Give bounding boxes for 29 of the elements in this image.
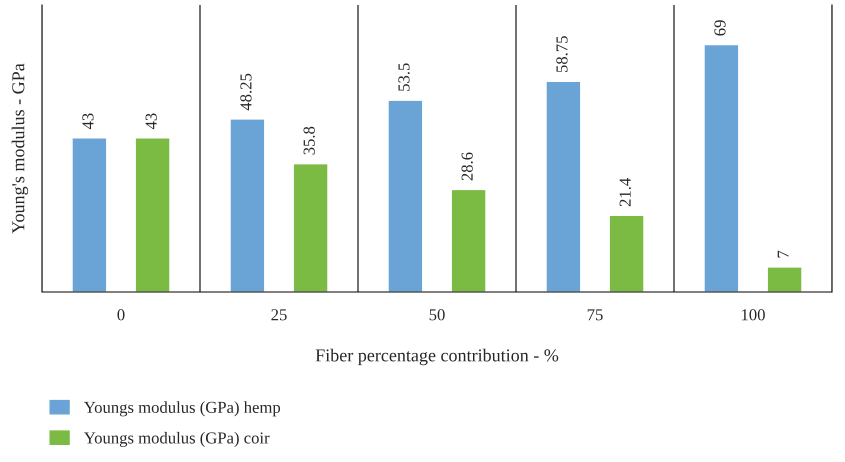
bar bbox=[608, 214, 645, 292]
x-tick-label: 100 bbox=[742, 309, 765, 320]
bar bbox=[71, 137, 108, 292]
data-label: 43 bbox=[82, 113, 94, 130]
data-label: 35.8 bbox=[304, 126, 315, 154]
data-label: 58.75 bbox=[556, 36, 568, 72]
y-axis-title: Young's modulus - GPa bbox=[12, 64, 28, 234]
data-label: 69 bbox=[714, 20, 726, 36]
bar bbox=[292, 162, 329, 292]
data-label: 53.5 bbox=[398, 63, 410, 91]
data-label: 48.25 bbox=[240, 74, 252, 110]
legend-label: Youngs modulus (GPa) hemp bbox=[84, 401, 280, 416]
data-label: 7 bbox=[778, 250, 789, 258]
data-label: 21.4 bbox=[620, 178, 631, 206]
x-tick-label: 75 bbox=[588, 309, 603, 320]
x-tick-label: 50 bbox=[430, 309, 445, 320]
x-tick-label: 0 bbox=[117, 309, 125, 320]
bar bbox=[229, 118, 266, 292]
bar bbox=[545, 80, 582, 292]
bar bbox=[766, 266, 803, 292]
x-axis-title: Fiber percentage contribution - % bbox=[316, 348, 558, 366]
x-tick-label: 25 bbox=[271, 309, 287, 320]
bar bbox=[450, 188, 487, 292]
data-label: 43 bbox=[146, 113, 157, 130]
data-label: 28.6 bbox=[462, 152, 473, 180]
bar bbox=[703, 44, 740, 292]
legend-label: Youngs modulus (GPa) coir bbox=[84, 432, 270, 447]
bar bbox=[134, 137, 171, 292]
bar bbox=[387, 99, 424, 292]
